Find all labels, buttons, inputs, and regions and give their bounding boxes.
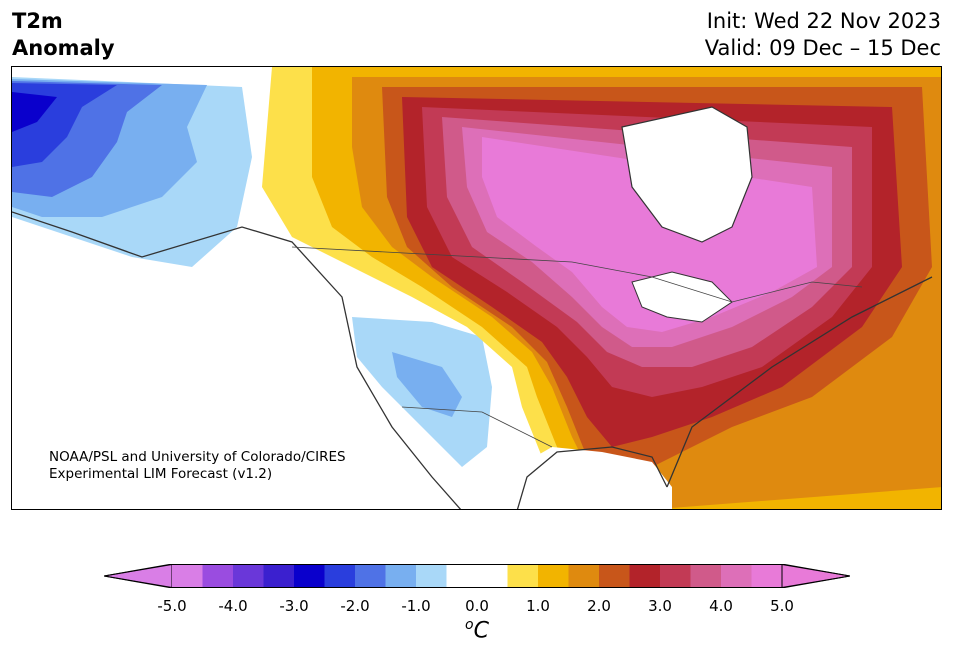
colorbar-swatch [660,564,691,588]
colorbar-tick-label: 2.0 [587,597,611,615]
init-date: Init: Wed 22 Nov 2023 [706,9,941,33]
colorbar-swatch [599,564,630,588]
colorbar-swatch [202,564,234,588]
unit-base: C [473,618,489,644]
title-line-1: T2m [12,9,63,33]
colorbar-tick-label: -4.0 [218,597,248,615]
great-lakes [631,271,733,323]
colorbar-tick-label: 1.0 [526,597,550,615]
colorbar [103,563,851,589]
colorbar-swatch [324,564,356,588]
map-title: T2m Anomaly [12,8,115,62]
colorbar-over-arrow [781,563,851,589]
hudson-bay [621,106,753,243]
colorbar-tick-label: 0.0 [465,597,489,615]
colorbar-swatch [568,564,600,588]
colorbar-swatch [172,564,203,588]
colorbar-swatch [751,564,783,588]
us-canada-border [291,246,863,303]
colorbar-tick-label: -2.0 [340,597,370,615]
colorbar-svg [103,563,851,589]
colorbar-swatch [690,564,722,588]
map-panel [11,66,942,510]
colorbar-tick-label: 4.0 [709,597,733,615]
colorbar-swatch [233,564,264,588]
us-mexico-border [401,406,553,448]
colorbar-swatch [446,564,478,588]
colorbar-swatch [263,564,295,588]
colorbar-swatch [721,564,752,588]
colorbar-swatch [629,564,661,588]
colorbar-swatch [355,564,386,588]
colorbar-swatch [538,564,569,588]
title-line-2: Anomaly [12,36,115,60]
pacific-coast [12,247,441,509]
colorbar-tick-label: 5.0 [770,597,794,615]
colorbar-under-arrow [103,563,173,589]
colorbar-swatch [385,564,417,588]
colorbar-tick-label: -5.0 [157,597,187,615]
colorbar-tick-label: -1.0 [401,597,431,615]
unit-degree: o [465,617,474,633]
colorbar-tick-label: 3.0 [648,597,672,615]
colorbar-swatch [477,564,508,588]
credit-line-2: Experimental LIM Forecast (v1.2) [49,466,273,482]
anomaly-map [12,67,941,509]
credit-text: NOAA/PSL and University of Colorado/CIRE… [49,449,346,483]
colorbar-swatch [507,564,539,588]
sw-cold-mid [392,352,462,417]
cold-zone-core [12,92,57,132]
valid-date: Valid: 09 Dec – 15 Dec [704,36,941,60]
colorbar-swatch [416,564,447,588]
colorbar-tick-label: -3.0 [279,597,309,615]
colorbar-swatch [294,564,325,588]
coastline [12,211,933,509]
forecast-dates: Init: Wed 22 Nov 2023 Valid: 09 Dec – 15… [705,8,941,62]
colorbar-unit: oC [465,617,489,643]
credit-line-1: NOAA/PSL and University of Colorado/CIRE… [49,449,346,465]
